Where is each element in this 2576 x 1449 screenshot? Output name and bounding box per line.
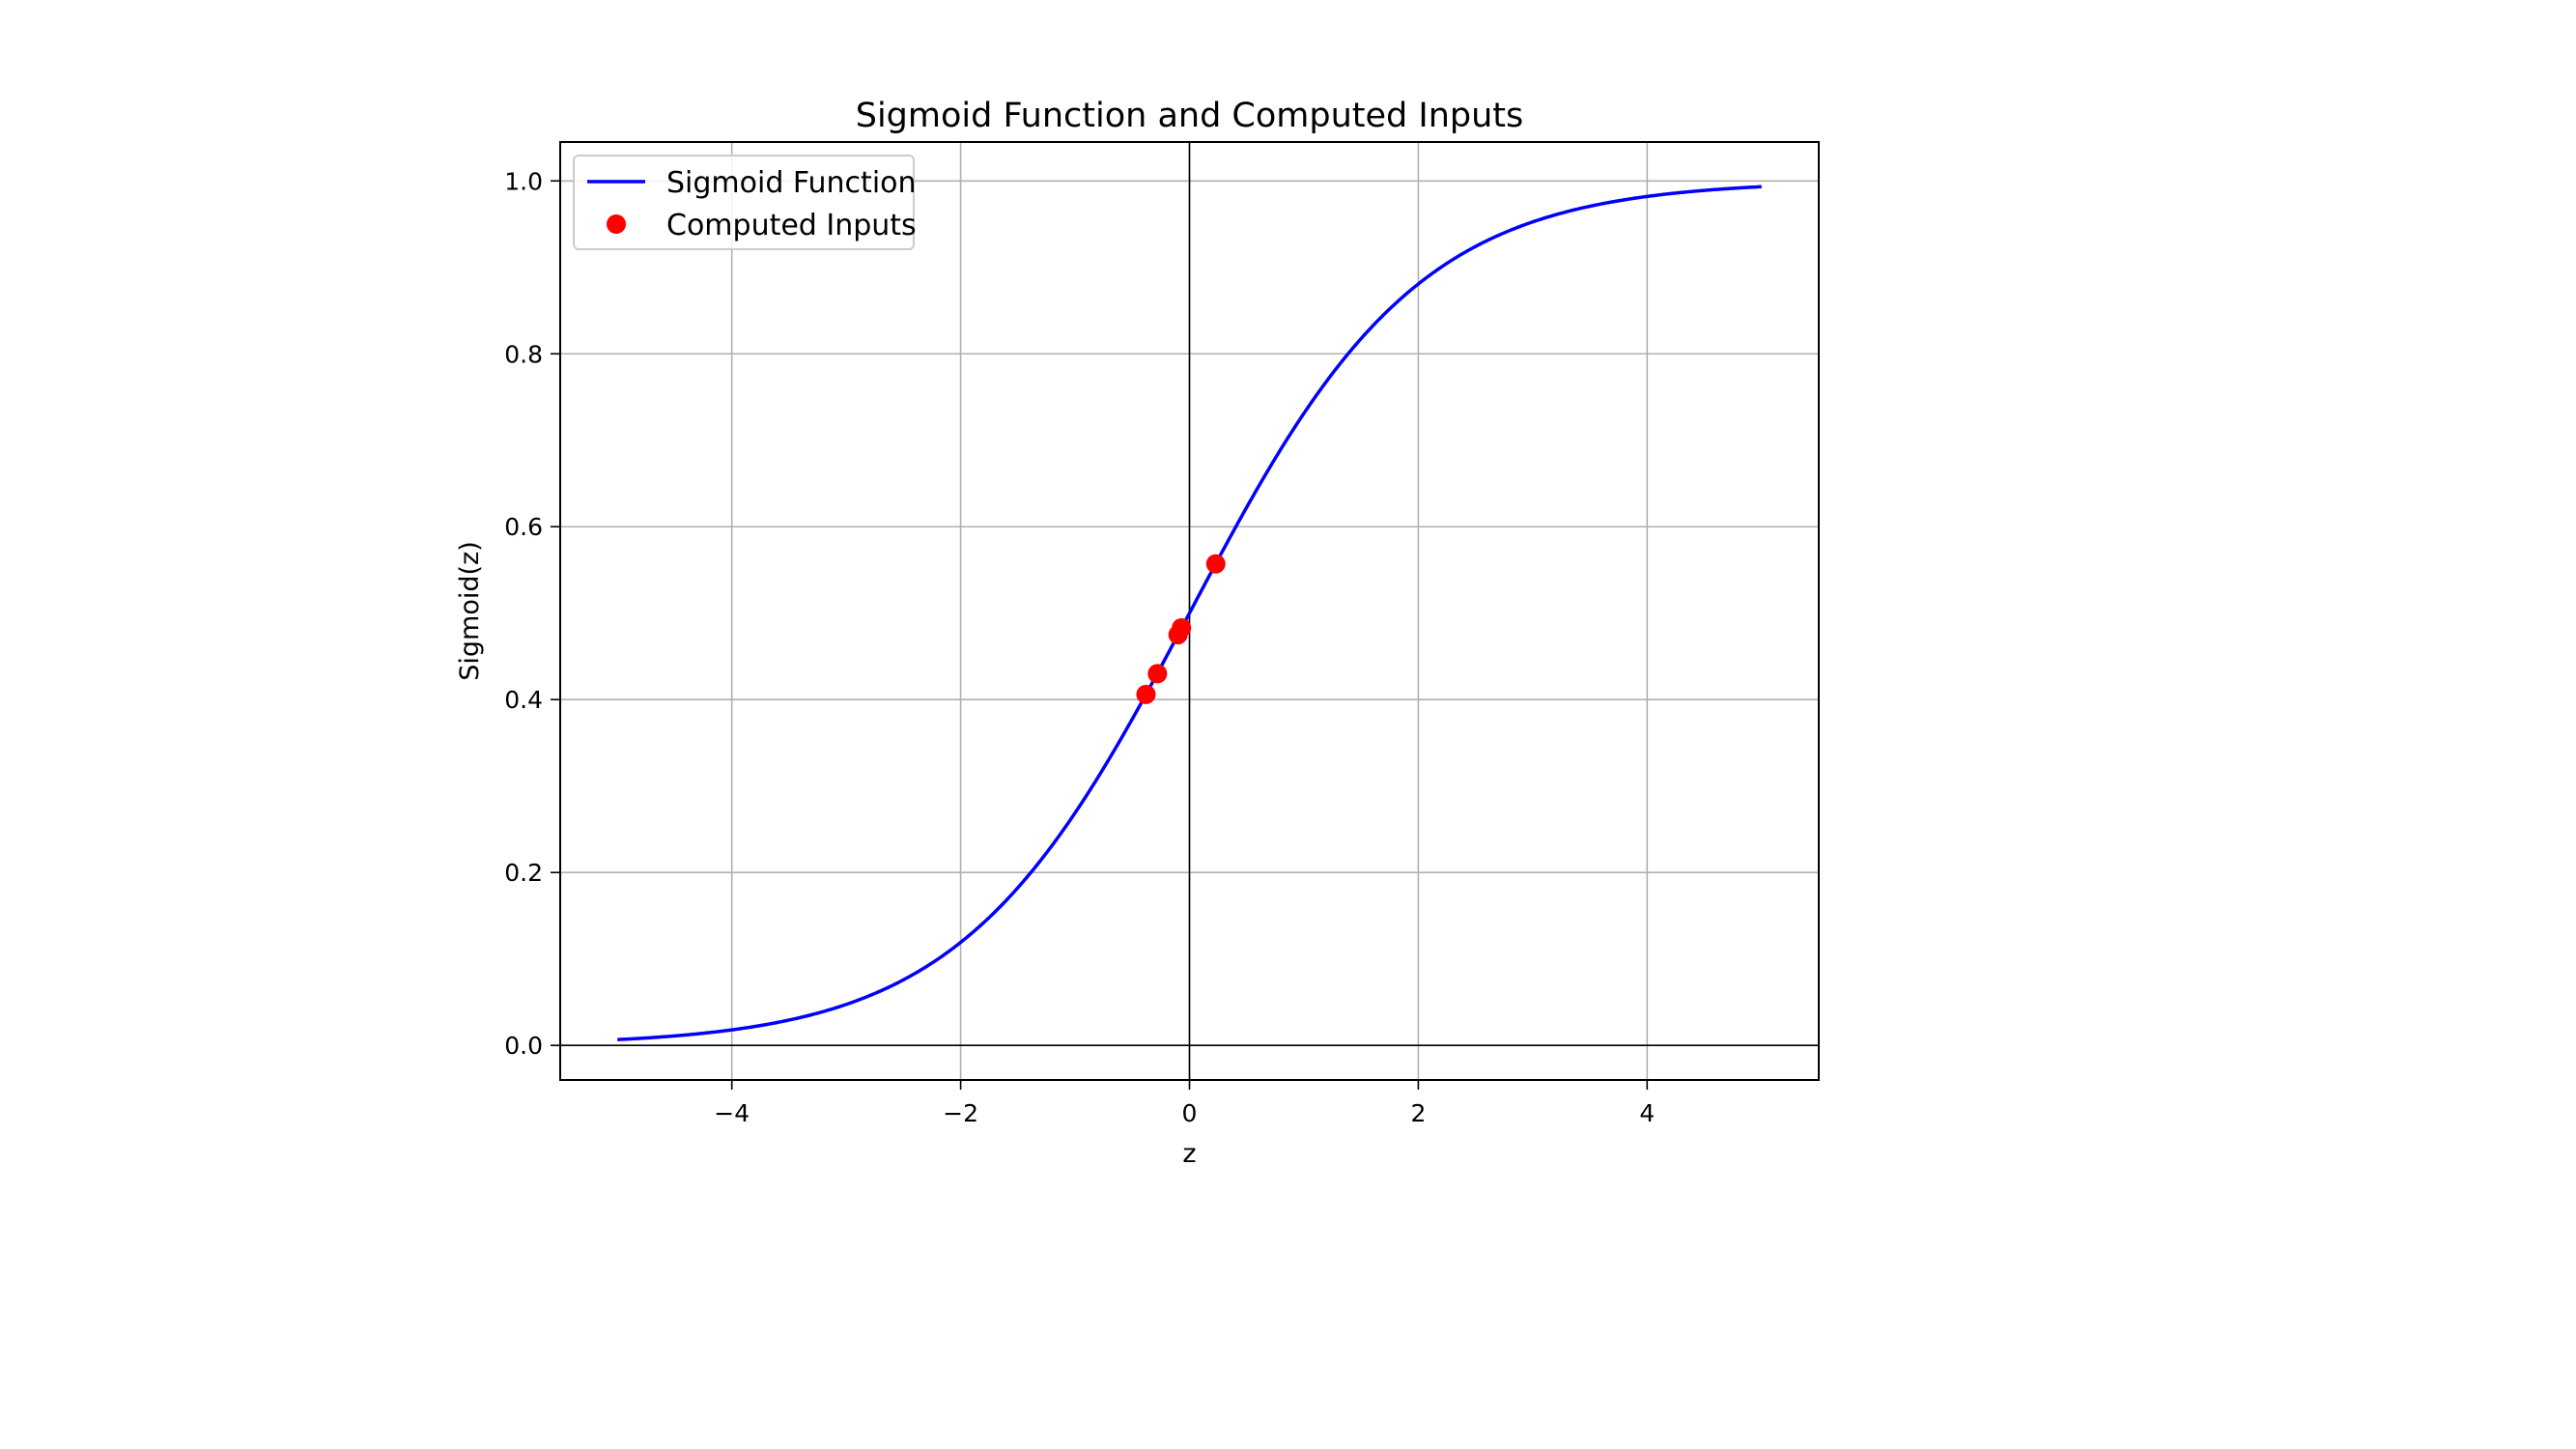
y-tick-label: 0.0 [504, 1032, 543, 1060]
y-tick-label: 1.0 [504, 167, 543, 195]
x-tick-label: −2 [943, 1099, 978, 1127]
axis-ticks: −4 −2 0 2 4 0.0 0.2 0.4 0.6 0.8 1.0 [504, 167, 1655, 1127]
legend-label-computed: Computed Inputs [666, 209, 917, 242]
computed-input-point [1136, 684, 1156, 704]
plot-series [617, 185, 1762, 1041]
chart-title: Sigmoid Function and Computed Inputs [856, 97, 1524, 135]
x-tick-label: 4 [1639, 1099, 1655, 1127]
legend: Sigmoid Function Computed Inputs [573, 155, 917, 250]
legend-box [573, 155, 915, 250]
legend-dot-swatch [607, 214, 626, 234]
y-tick-label: 0.8 [504, 340, 543, 368]
legend-label-sigmoid: Sigmoid Function [666, 166, 917, 200]
y-tick-label: 0.2 [504, 859, 543, 887]
sigmoid-curve [617, 185, 1762, 1041]
y-axis-label: Sigmoid(z) [455, 541, 485, 680]
x-tick-label: 2 [1410, 1099, 1426, 1127]
computed-input-point [1205, 554, 1226, 574]
computed-input-point [1147, 664, 1168, 684]
y-tick-label: 0.6 [504, 513, 543, 541]
y-tick-label: 0.4 [504, 686, 543, 714]
computed-input-point [1172, 617, 1192, 638]
x-tick-label: 0 [1182, 1099, 1198, 1127]
x-tick-label: −4 [714, 1099, 750, 1127]
x-axis-label: z [1182, 1139, 1196, 1169]
